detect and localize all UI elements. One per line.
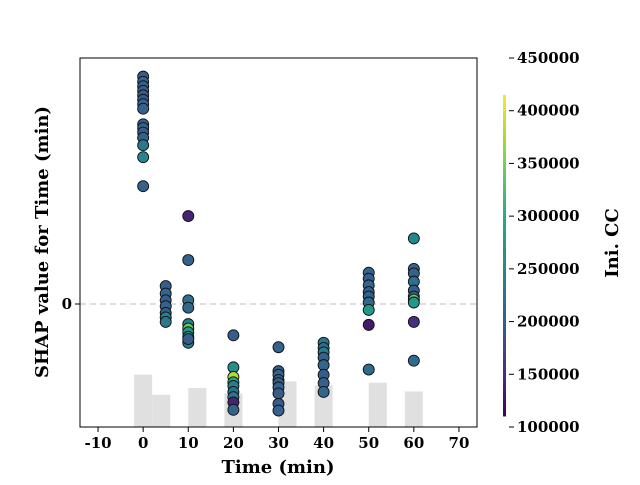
scatter-point [159, 315, 172, 328]
x-axis-label: Time (min) [221, 457, 334, 478]
y-tick-label: 0 [62, 295, 72, 313]
scatter-point [362, 304, 375, 316]
x-axis-ticks: -10 0 10 20 30 40 50 60 70 [84, 427, 469, 452]
x-tick-label: 0 [138, 434, 148, 452]
colorbar: 100000 150000 200000 250000 300000 350000 4000… [503, 49, 623, 436]
scatter-point [182, 210, 195, 222]
scatter-point [272, 387, 285, 400]
scatter-point [227, 403, 240, 416]
y-axis-ticks: 0 [62, 295, 80, 313]
histogram-bar [134, 374, 153, 427]
colorbar-tick-label: 200000 [517, 313, 580, 331]
y-axis-label: SHAP value for Time (min) [32, 106, 53, 378]
scatter-point [272, 341, 285, 354]
scatter-point [137, 102, 150, 115]
scatter-point [182, 333, 195, 345]
x-tick-label: 50 [358, 434, 379, 452]
colorbar-tick-label: 450000 [517, 49, 580, 67]
x-tick-label: 20 [223, 434, 244, 452]
x-tick-label: 70 [449, 434, 470, 452]
colorbar-tick-label: 350000 [517, 154, 580, 172]
colorbar-gradient [503, 94, 506, 417]
colorbar-tick-label: 250000 [517, 260, 580, 278]
colorbar-tick-label: 100000 [517, 418, 580, 436]
scatter-point [407, 296, 420, 309]
scatter-points [137, 70, 420, 417]
x-tick-label: 60 [403, 434, 424, 452]
scatter-point [137, 139, 150, 152]
x-tick-label: 40 [313, 434, 334, 452]
scatter-point [137, 180, 150, 193]
scatter-point [227, 329, 240, 342]
histogram-bar [404, 391, 423, 427]
scatter-point [317, 386, 330, 398]
scatter-point [182, 254, 195, 266]
colorbar-tick-label: 150000 [517, 365, 580, 383]
scatter-point [407, 232, 420, 245]
colorbar-tick-label: 300000 [517, 207, 580, 225]
x-tick-label: -10 [84, 434, 111, 452]
histogram-bar [152, 394, 171, 427]
colorbar-ticks: 100000 150000 200000 250000 300000 350000 4000… [509, 49, 580, 436]
x-tick-label: 10 [178, 434, 199, 452]
colorbar-tick-label: 400000 [517, 102, 580, 120]
scatter-point [407, 315, 420, 328]
scatter-point [272, 404, 285, 417]
histogram-bar [368, 382, 387, 427]
scatter-point [407, 354, 420, 367]
scatter-point [137, 151, 150, 164]
colorbar-label: Ini. CC [602, 208, 623, 278]
histogram-bar [188, 388, 207, 427]
scatter-point [362, 318, 375, 331]
x-tick-label: 30 [268, 434, 289, 452]
scatter-point [362, 363, 375, 376]
scatter-point [182, 301, 195, 314]
